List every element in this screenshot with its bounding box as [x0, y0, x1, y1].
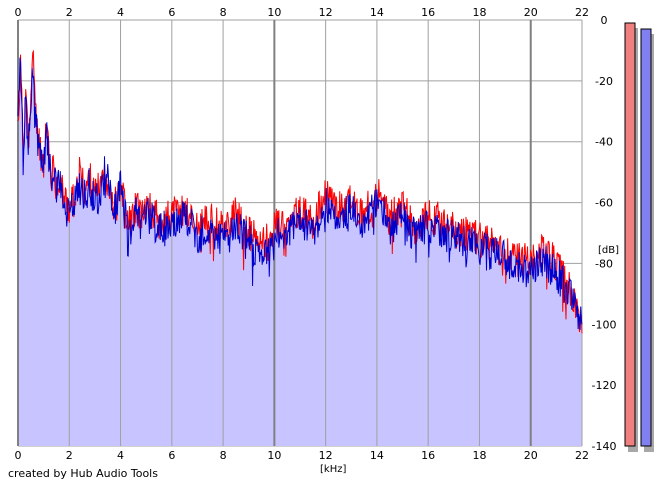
y-tick-label: -60	[595, 197, 613, 210]
area-fill	[18, 51, 582, 446]
series-left-line	[17, 49, 583, 334]
meter-right	[640, 28, 652, 447]
x-tick-label-bottom: 14	[370, 449, 384, 462]
spectrum-fill	[17, 20, 583, 446]
x-tick-label-top: 20	[524, 6, 538, 19]
x-tick-label-bottom: 6	[168, 449, 175, 462]
x-tick-label-bottom: 0	[15, 449, 22, 462]
x-tick-label-top: 14	[370, 6, 384, 19]
x-tick-label-bottom: 16	[421, 449, 435, 462]
x-tick-label-top: 6	[168, 6, 175, 19]
y-tick-label: -120	[592, 379, 617, 392]
x-tick-label-top: 10	[267, 6, 281, 19]
y-tick-label: -100	[592, 318, 617, 331]
y-axis-unit: [dB]	[598, 245, 619, 256]
level-meters	[624, 22, 654, 452]
x-tick-label-bottom: 20	[524, 449, 538, 462]
spectrum-lines	[17, 49, 583, 334]
y-axis-ticks: 0 -20 -40 -60 -80 -100 -120 -140	[592, 14, 617, 453]
y-tick-label: 0	[601, 14, 608, 27]
x-tick-label-bottom: 12	[319, 449, 333, 462]
credit-text: created by Hub Audio Tools	[8, 467, 158, 480]
x-tick-label-bottom: 2	[66, 449, 73, 462]
x-tick-label-top: 2	[66, 6, 73, 19]
y-tick-label: -40	[595, 136, 613, 149]
x-tick-label-top: 18	[472, 6, 486, 19]
x-tick-label-top: 8	[220, 6, 227, 19]
y-tick-label: -140	[592, 440, 617, 453]
x-axis-unit: [kHz]	[320, 464, 346, 475]
x-tick-label-bottom: 8	[220, 449, 227, 462]
x-tick-label-bottom: 18	[472, 449, 486, 462]
x-tick-label-top: 12	[319, 6, 333, 19]
series-right-line	[17, 57, 583, 330]
x-tick-label-top: 16	[421, 6, 435, 19]
y-tick-label: -20	[595, 75, 613, 88]
x-tick-label-top: 0	[15, 6, 22, 19]
x-tick-label-bottom: 22	[575, 449, 589, 462]
x-tick-label-bottom: 10	[267, 449, 281, 462]
x-axis-top-ticks: 0 2 4 6 8 10 12 14 16 18 20 22	[15, 6, 590, 19]
x-tick-label-bottom: 4	[117, 449, 124, 462]
x-tick-label-top: 22	[575, 6, 589, 19]
meter-left	[624, 22, 636, 447]
x-axis-bottom-ticks: 0 2 4 6 8 10 12 14 16 18 20 22	[15, 449, 590, 462]
x-tick-label-top: 4	[117, 6, 124, 19]
y-tick-label: -80	[595, 257, 613, 270]
